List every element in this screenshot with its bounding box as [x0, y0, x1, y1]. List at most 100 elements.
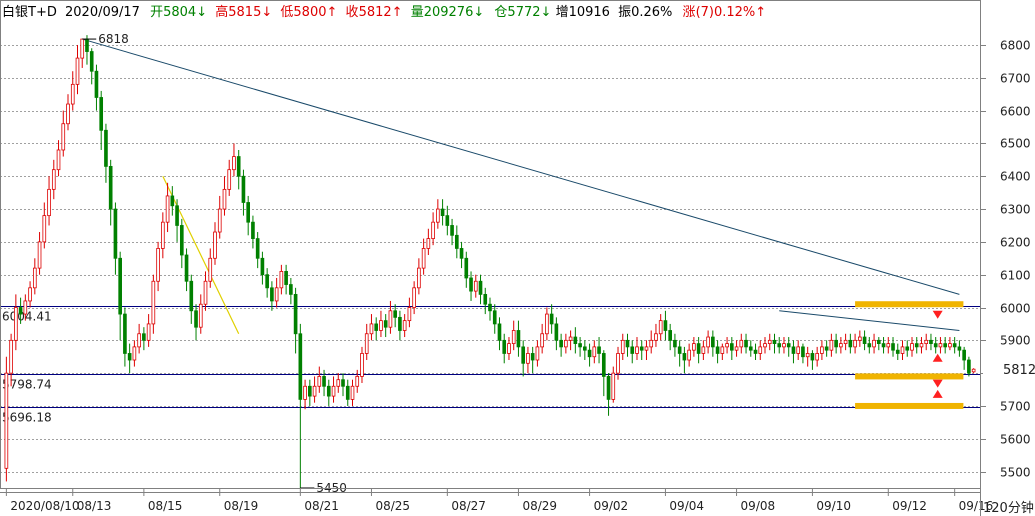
- candle-body: [725, 343, 729, 348]
- instrument-name: 白银T+D: [2, 4, 57, 20]
- candle-body: [473, 280, 478, 292]
- amplitude-label: 振: [618, 5, 631, 20]
- trend-line: [779, 310, 960, 331]
- plot-frame: [0, 0, 981, 489]
- candle-body: [142, 333, 146, 341]
- down-arrow-icon: [932, 310, 943, 319]
- candle-body: [170, 195, 175, 207]
- candle-body: [545, 313, 549, 335]
- increase-label: 增: [556, 5, 569, 20]
- candle-body: [891, 343, 895, 351]
- candle-body: [189, 280, 194, 312]
- candle-body: [748, 346, 753, 351]
- candle-body: [18, 307, 23, 315]
- candles: [4, 35, 976, 488]
- candle-body: [639, 346, 644, 351]
- candle-body: [108, 165, 113, 210]
- y-tick-label: 5700: [1000, 400, 1031, 414]
- candle-body: [184, 254, 189, 282]
- price-label: 6818: [98, 32, 129, 46]
- candle-body: [379, 320, 383, 331]
- candle-body: [89, 51, 94, 72]
- candle-body: [625, 339, 630, 348]
- up-arrow-icon: [932, 353, 943, 362]
- candle-body: [488, 303, 492, 312]
- candle-body: [763, 343, 767, 348]
- candle-body: [511, 330, 516, 345]
- last-price-tag: 5812: [1003, 363, 1035, 378]
- candle-body: [28, 287, 32, 302]
- candle-body: [388, 310, 393, 328]
- candle-body: [967, 359, 971, 374]
- candle-body: [682, 353, 687, 361]
- candle-body: [649, 339, 654, 348]
- candle-body: [687, 349, 691, 361]
- candle-body: [782, 343, 786, 348]
- candle-body: [900, 346, 905, 354]
- candle-body: [80, 38, 85, 59]
- candle-body: [843, 339, 848, 345]
- candle-body: [862, 336, 867, 345]
- increase-value: 10916: [569, 5, 610, 20]
- candle-body: [94, 70, 99, 98]
- candle-body: [175, 205, 179, 226]
- candle-body: [322, 376, 326, 387]
- period-label[interactable]: 120分钟: [983, 500, 1034, 516]
- candle-body: [919, 343, 924, 348]
- close-value: 5812: [359, 5, 392, 20]
- x-tick-label: 08/19: [224, 499, 259, 513]
- candle-body: [308, 385, 312, 397]
- candle-body: [559, 339, 563, 348]
- candle-body: [70, 83, 75, 105]
- high-value: 5815: [228, 5, 261, 20]
- candle-body: [236, 156, 241, 177]
- candle-body: [478, 280, 483, 295]
- candle-body: [971, 368, 976, 373]
- candle-body: [834, 339, 838, 348]
- candle-body: [502, 339, 507, 354]
- candle-body: [820, 346, 824, 354]
- candle-body: [255, 238, 260, 259]
- candle-body: [265, 274, 269, 289]
- candle-body: [810, 353, 815, 361]
- x-tick-label: 09/16: [959, 499, 994, 513]
- header-date: 2020/09/17: [65, 5, 140, 20]
- candle-body: [526, 353, 530, 364]
- candle-body: [369, 323, 374, 335]
- candle-body: [938, 343, 943, 348]
- close-arrow: ↑: [392, 5, 403, 20]
- candle-body: [165, 195, 170, 223]
- candle-body: [440, 208, 445, 217]
- y-tick-label: 6600: [1000, 105, 1031, 119]
- high-label: 高: [215, 4, 228, 20]
- candle-body: [436, 208, 440, 223]
- candle-body: [99, 97, 104, 131]
- y-axis: 6800 6700 6600 6500 6400 6300 6200 6100 6000 5900…: [980, 39, 1031, 480]
- candle-body: [227, 169, 232, 190]
- candle-body: [715, 346, 720, 354]
- x-tick-label: 2020/08/10: [10, 499, 79, 513]
- candle-body: [431, 221, 435, 239]
- candle-body: [758, 346, 763, 354]
- candle-body: [459, 248, 464, 259]
- candle-body: [654, 333, 658, 341]
- x-tick-label: 09/12: [892, 499, 927, 513]
- candle-body: [412, 287, 416, 308]
- support-line-label: 5798.74: [2, 378, 52, 392]
- candle-body: [867, 343, 872, 348]
- low-value: 5800: [293, 5, 326, 20]
- candle-body: [929, 339, 933, 345]
- candle-body: [364, 333, 369, 354]
- candle-body: [336, 379, 341, 387]
- candle-body: [61, 123, 66, 151]
- candle-body: [620, 339, 625, 354]
- candle-body: [711, 336, 715, 348]
- volume-value: 209276: [424, 5, 474, 20]
- candle-body: [312, 385, 317, 397]
- candle-body: [635, 346, 639, 354]
- candle-body: [75, 57, 80, 85]
- candle-body: [677, 346, 682, 354]
- candle-body: [454, 234, 459, 249]
- candle-body: [393, 310, 397, 318]
